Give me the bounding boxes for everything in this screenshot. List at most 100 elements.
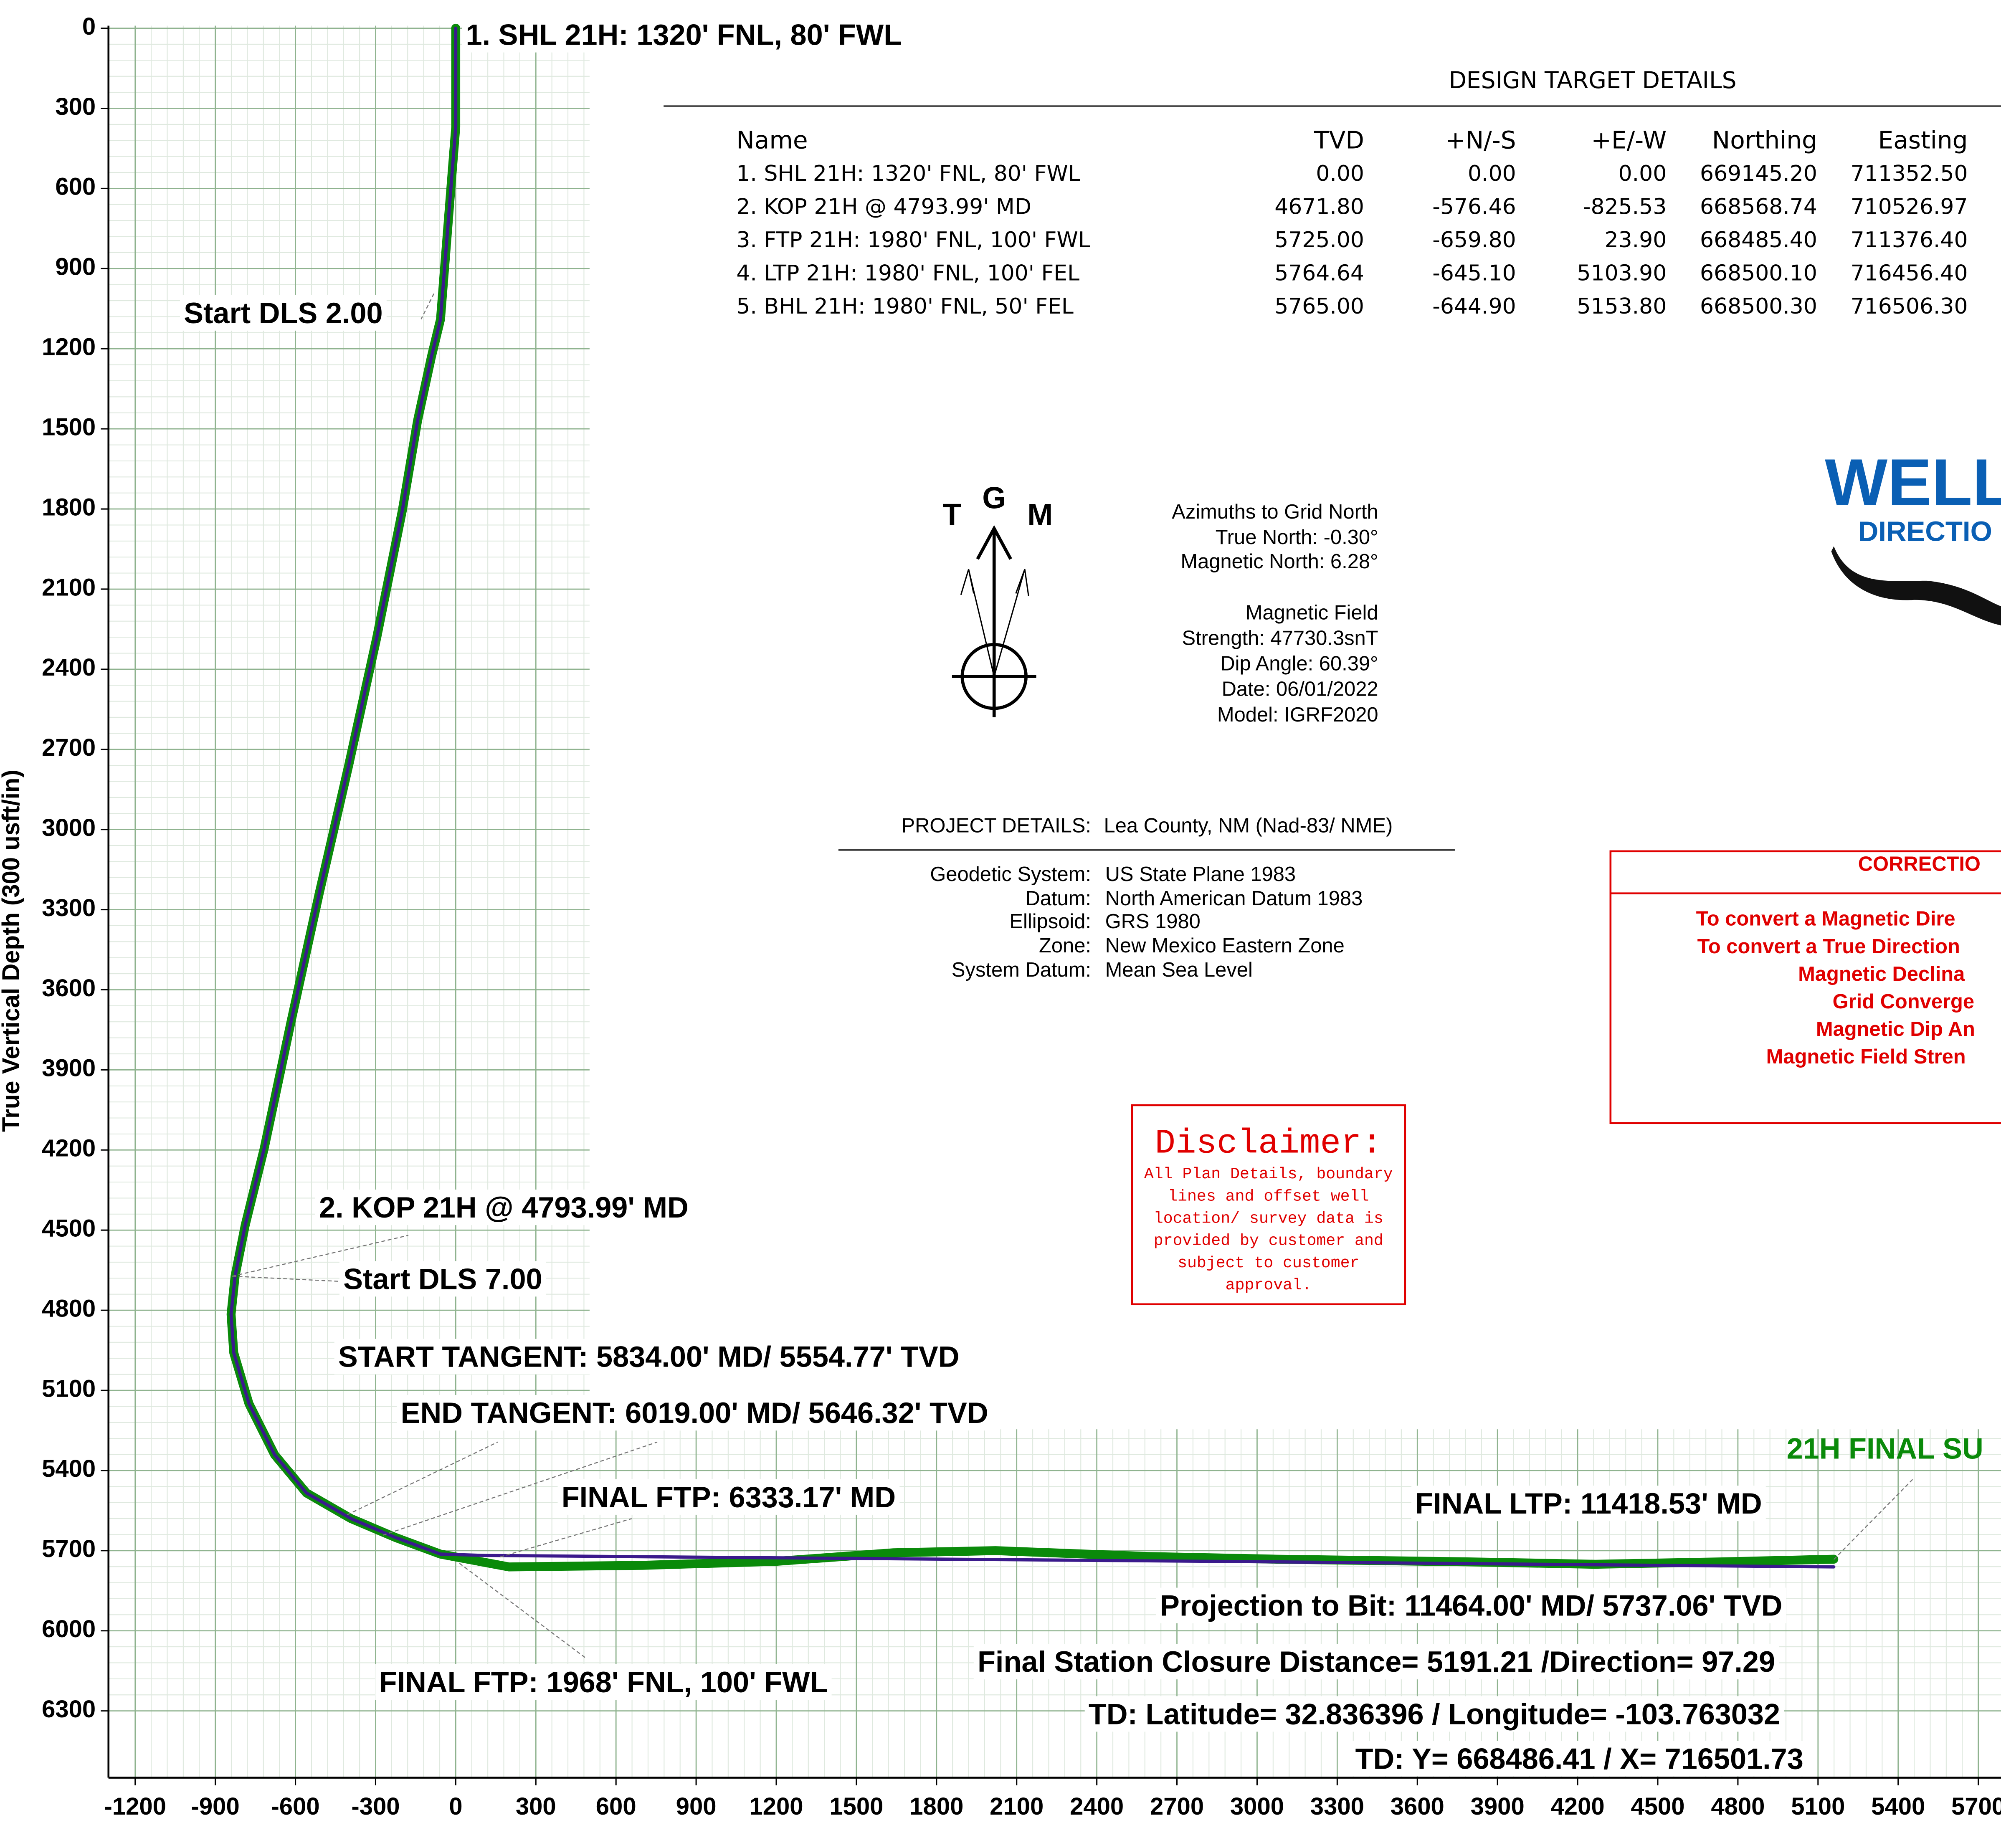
compass bbox=[952, 525, 1036, 717]
table-title: DESIGN TARGET DETAILS bbox=[1449, 67, 1737, 94]
annotation-bg bbox=[973, 1644, 1779, 1680]
corrections-line: To convert a True Direction bbox=[1697, 935, 1960, 958]
compass-info: Dip Angle: 60.39° bbox=[1220, 653, 1378, 675]
table-cell: 668500.30 bbox=[1700, 294, 1817, 319]
disclaimer-line: subject to customer bbox=[1178, 1254, 1359, 1272]
annotation: FINAL FTP: 6333.17' MD bbox=[562, 1481, 896, 1514]
project-value: New Mexico Eastern Zone bbox=[1105, 934, 1345, 957]
y-tick-label: 4500 bbox=[42, 1215, 96, 1242]
well-path bbox=[229, 26, 1836, 1569]
compass-letter: T bbox=[942, 497, 961, 532]
x-tick-label: 3300 bbox=[1310, 1793, 1364, 1820]
x-tick-label: 600 bbox=[596, 1793, 636, 1820]
annotation: FINAL FTP: 1968' FNL, 100' FWL bbox=[379, 1666, 828, 1699]
x-tick-label: -300 bbox=[351, 1793, 400, 1820]
corrections-line: Magnetic Declina bbox=[1798, 963, 1965, 985]
table-cell: 5153.80 bbox=[1577, 294, 1667, 319]
corrections-title: CORRECTIO bbox=[1858, 853, 1981, 875]
texts: True Vertical Depth (300 usft/in) DESIGN… bbox=[0, 17, 2001, 1777]
compass-info: Model: IGRF2020 bbox=[1217, 704, 1378, 726]
annotation-bg bbox=[1351, 1741, 1808, 1777]
x-tick-label: 5700 bbox=[1951, 1793, 2001, 1820]
annotation-bg bbox=[1411, 1486, 1766, 1521]
y-axis-label: True Vertical Depth (300 usft/in) bbox=[0, 770, 25, 1132]
table-cell: 716506.30 bbox=[1851, 294, 1968, 319]
compass-info: Magnetic North: 6.28° bbox=[1180, 550, 1378, 573]
x-tick-label: 2700 bbox=[1150, 1793, 1204, 1820]
annotation: Start DLS 2.00 bbox=[184, 296, 383, 329]
y-tick-label: 4800 bbox=[42, 1295, 96, 1322]
disclaimer-line: approval. bbox=[1226, 1276, 1312, 1294]
corrections-line: Magnetic Field Stren bbox=[1766, 1046, 1966, 1068]
table-header: Northing bbox=[1712, 126, 1817, 154]
project-value: North American Datum 1983 bbox=[1105, 887, 1363, 910]
compass-arrow bbox=[976, 525, 1012, 560]
x-tick-label: 2400 bbox=[1070, 1793, 1124, 1820]
well-paths bbox=[226, 23, 1839, 1572]
table-cell: 668500.10 bbox=[1700, 261, 1817, 286]
y-tick-label: 2700 bbox=[42, 734, 96, 761]
x-tick-label: 5400 bbox=[1871, 1793, 1925, 1820]
disclaimer-line: location/ survey data is bbox=[1154, 1210, 1383, 1228]
logo-name: WELL bbox=[1825, 445, 2001, 519]
y-tick-label: 300 bbox=[55, 93, 96, 120]
corrections-line: To convert a Magnetic Dire bbox=[1696, 908, 1955, 930]
table-cell: 5765.00 bbox=[1274, 294, 1364, 319]
table-cell: 5103.90 bbox=[1577, 261, 1667, 286]
x-tick-label: -1200 bbox=[104, 1793, 166, 1820]
project-value: US State Plane 1983 bbox=[1105, 863, 1296, 886]
table-cell: 669145.20 bbox=[1700, 161, 1817, 186]
table-cell: -576.46 bbox=[1432, 195, 1516, 220]
y-tick-label: 4200 bbox=[42, 1135, 96, 1162]
logo-sub: DIRECTIO bbox=[1858, 516, 1992, 547]
leader bbox=[347, 1441, 658, 1558]
disclaimer-title: Disclaimer: bbox=[1155, 1124, 1382, 1163]
table-cell: 23.90 bbox=[1605, 228, 1667, 253]
y-tick-label: 1200 bbox=[42, 334, 96, 361]
y-tick-label: 1800 bbox=[42, 494, 96, 521]
project-key: System Datum: bbox=[952, 959, 1091, 981]
table-cell: -645.10 bbox=[1432, 261, 1516, 286]
compass-info: Magnetic Field bbox=[1246, 601, 1378, 624]
well-label: 21H FINAL SU bbox=[1787, 1432, 1983, 1465]
table-cell: 5. BHL 21H: 1980' FNL, 50' FEL bbox=[736, 294, 1074, 319]
table-cell: 1. SHL 21H: 1320' FNL, 80' FWL bbox=[736, 161, 1080, 186]
project-key: Ellipsoid: bbox=[1009, 910, 1091, 933]
annotation: Start DLS 7.00 bbox=[343, 1262, 542, 1295]
y-tick-label: 900 bbox=[55, 253, 96, 281]
project-key: Datum: bbox=[1025, 887, 1091, 910]
compass-info: Date: 06/01/2022 bbox=[1222, 678, 1378, 701]
disclaimer-box bbox=[1131, 1104, 1406, 1306]
y-tick-label: 3900 bbox=[42, 1055, 96, 1082]
disclaimer-line: lines and offset well bbox=[1168, 1187, 1369, 1205]
annotation-bg bbox=[180, 295, 387, 331]
table-cell: 3. FTP 21H: 1980' FNL, 100' FWL bbox=[736, 228, 1090, 253]
x-tick-label: 4800 bbox=[1711, 1793, 1765, 1820]
table-cell: -644.90 bbox=[1432, 294, 1516, 319]
compass-info: True North: -0.30° bbox=[1216, 526, 1378, 549]
annotation: FINAL LTP: 11418.53' MD bbox=[1415, 1487, 1762, 1520]
y-tick-label: 6300 bbox=[42, 1696, 96, 1723]
x-tick-label: 0 bbox=[449, 1793, 462, 1820]
annotation-bg bbox=[334, 1339, 963, 1375]
project-location: Lea County, NM (Nad-83/ NME) bbox=[1104, 815, 1393, 837]
y-tick-label: 2100 bbox=[42, 574, 96, 601]
table-cell: 711376.40 bbox=[1851, 228, 1968, 253]
project-key: Zone: bbox=[1039, 934, 1091, 957]
table-cell: -659.80 bbox=[1432, 228, 1516, 253]
logo-swoosh bbox=[1831, 546, 2001, 625]
table-cell: 668568.74 bbox=[1700, 195, 1817, 220]
y-tick-label: 5700 bbox=[42, 1535, 96, 1562]
annotation-bg bbox=[462, 17, 906, 53]
table-cell: 4. LTP 21H: 1980' FNL, 100' FEL bbox=[736, 261, 1079, 286]
disclaimer-line: provided by customer and bbox=[1154, 1232, 1383, 1250]
table-cell: 0.00 bbox=[1468, 161, 1516, 186]
table-header: TVD bbox=[1314, 126, 1364, 154]
leader bbox=[232, 1235, 409, 1282]
table-cell: 0.00 bbox=[1316, 161, 1364, 186]
annotation-bg bbox=[339, 1261, 546, 1297]
compass-info: Strength: 47730.3snT bbox=[1182, 627, 1378, 649]
axes: -1200 -900 -600 -300 0 300 600 900 1200 1500 1800 2… bbox=[42, 13, 2001, 1820]
table-header: +N/-S bbox=[1445, 126, 1516, 154]
